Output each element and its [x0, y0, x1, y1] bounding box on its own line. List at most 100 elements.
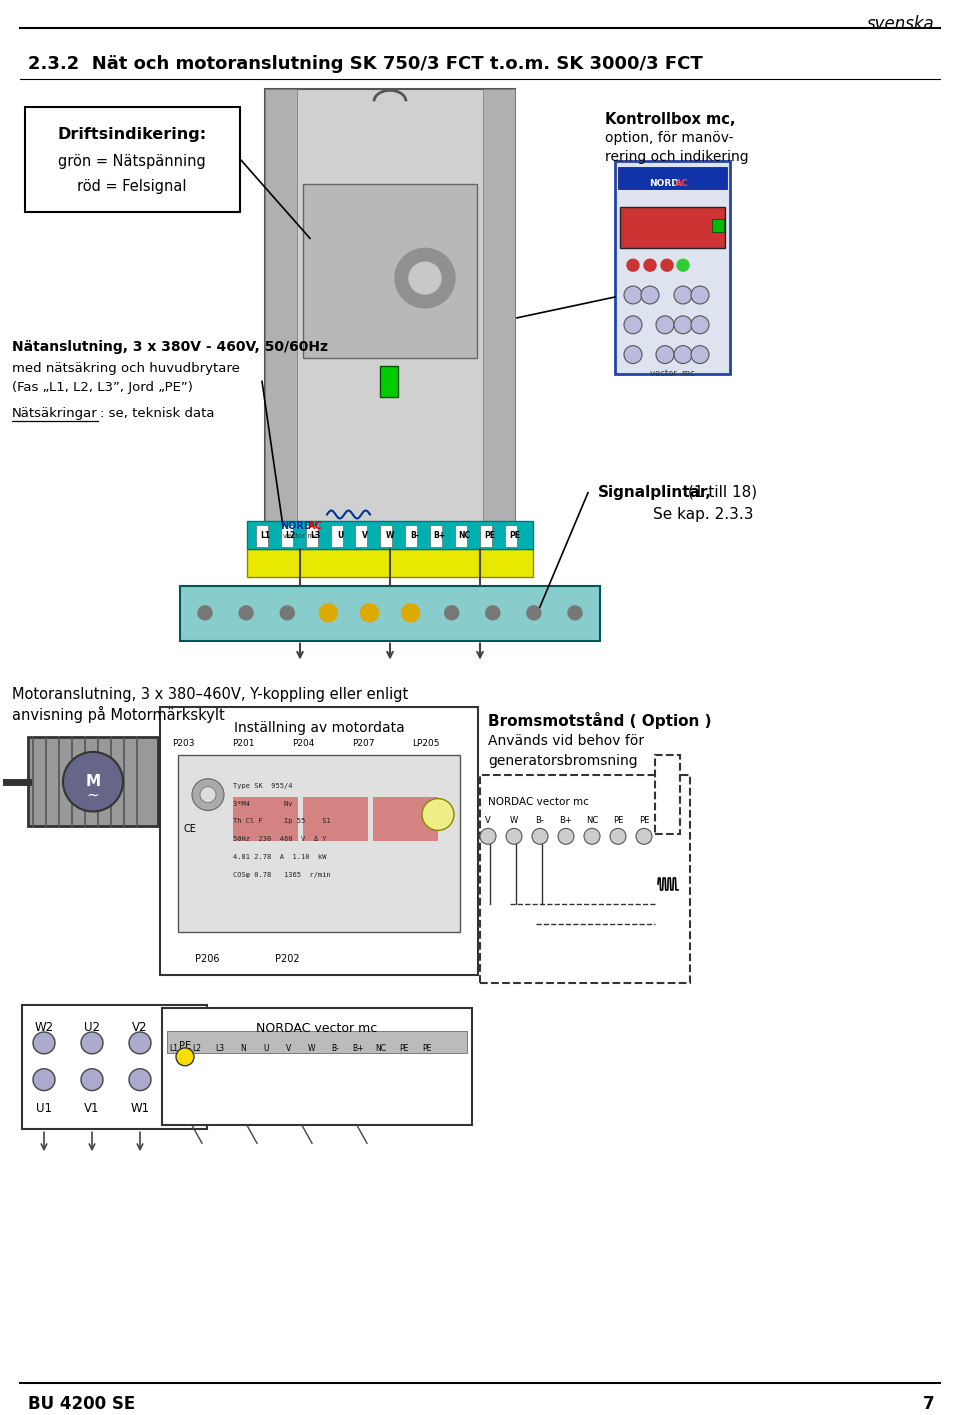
Bar — [180, 586, 600, 641]
Text: B-: B- — [411, 531, 420, 541]
Bar — [380, 365, 398, 398]
Text: Används vid behov för: Används vid behov för — [488, 734, 644, 749]
Text: U1: U1 — [36, 1101, 52, 1115]
Circle shape — [627, 259, 639, 272]
Text: Type SK  955/4: Type SK 955/4 — [233, 782, 293, 788]
Circle shape — [81, 1032, 103, 1054]
Circle shape — [422, 798, 454, 831]
Circle shape — [636, 828, 652, 845]
Text: P203: P203 — [172, 739, 195, 749]
Text: PE: PE — [422, 1044, 432, 1053]
Text: V1: V1 — [84, 1101, 100, 1115]
Bar — [655, 754, 680, 835]
Text: LP205: LP205 — [412, 739, 440, 749]
Text: rering och indikering: rering och indikering — [605, 150, 749, 164]
Text: generatorsbromsning: generatorsbromsning — [488, 754, 637, 768]
Text: Kontrollbox mc,: Kontrollbox mc, — [605, 112, 735, 127]
Circle shape — [63, 751, 123, 811]
Text: röd = Felsignal: röd = Felsignal — [77, 178, 187, 194]
Circle shape — [444, 606, 459, 620]
Text: NC: NC — [375, 1044, 387, 1053]
Circle shape — [661, 259, 673, 272]
Text: V: V — [362, 531, 368, 541]
Text: B+: B+ — [434, 531, 445, 541]
Circle shape — [486, 606, 500, 620]
Circle shape — [558, 828, 574, 845]
Text: : se, teknisk data: : se, teknisk data — [100, 408, 214, 420]
Circle shape — [641, 286, 659, 304]
Text: P207: P207 — [352, 739, 374, 749]
Bar — [303, 797, 368, 842]
Circle shape — [691, 286, 709, 304]
Bar — [483, 89, 515, 532]
Bar — [256, 525, 268, 548]
Circle shape — [176, 1049, 194, 1065]
Bar — [505, 525, 516, 548]
Text: L2: L2 — [193, 1044, 202, 1053]
Text: AC: AC — [675, 178, 689, 188]
Text: (1 till 18): (1 till 18) — [688, 485, 757, 499]
Text: Nätanslutning, 3 x 380V - 460V, 50/60Hz: Nätanslutning, 3 x 380V - 460V, 50/60Hz — [12, 340, 328, 354]
Bar — [160, 708, 478, 975]
Circle shape — [610, 828, 626, 845]
Text: L3: L3 — [310, 531, 321, 541]
Text: PE: PE — [484, 531, 495, 541]
Text: anvisning på Motormärkskylt: anvisning på Motormärkskylt — [12, 706, 225, 723]
Circle shape — [192, 778, 224, 811]
Circle shape — [624, 345, 642, 364]
Circle shape — [401, 604, 420, 621]
Text: NC: NC — [459, 531, 470, 541]
Circle shape — [200, 787, 216, 802]
Bar — [167, 1032, 467, 1053]
Text: U: U — [263, 1044, 269, 1053]
Text: P204: P204 — [292, 739, 314, 749]
Text: B-: B- — [536, 816, 544, 825]
Bar — [430, 525, 442, 548]
Bar — [265, 89, 515, 532]
Text: NORD: NORD — [280, 522, 312, 532]
Text: P206: P206 — [195, 954, 220, 964]
Text: NC: NC — [586, 816, 598, 825]
Circle shape — [691, 316, 709, 334]
Circle shape — [691, 345, 709, 364]
Bar — [615, 161, 730, 375]
Circle shape — [677, 259, 689, 272]
Text: (Fas „L1, L2, L3”, Jord „PE”): (Fas „L1, L2, L3”, Jord „PE”) — [12, 382, 193, 395]
Text: BU 4200 SE: BU 4200 SE — [28, 1395, 135, 1412]
Bar — [22, 1005, 207, 1129]
Circle shape — [624, 316, 642, 334]
Circle shape — [129, 1032, 151, 1054]
Bar — [480, 525, 492, 548]
Text: B+: B+ — [560, 816, 572, 825]
Text: Bromsmotstånd ( Option ): Bromsmotstånd ( Option ) — [488, 712, 711, 729]
Text: P202: P202 — [275, 954, 300, 964]
Bar — [712, 218, 724, 232]
Bar — [25, 108, 240, 212]
Text: Th Cl F     Ip 55    S1: Th Cl F Ip 55 S1 — [233, 818, 331, 825]
Text: ~: ~ — [86, 787, 100, 802]
Text: W1: W1 — [131, 1101, 150, 1115]
Circle shape — [624, 286, 642, 304]
Text: PE: PE — [638, 816, 649, 825]
Text: V: V — [286, 1044, 292, 1053]
Text: B+: B+ — [352, 1044, 364, 1053]
Text: CE: CE — [183, 825, 196, 835]
Bar — [480, 775, 690, 983]
Circle shape — [33, 1032, 55, 1054]
Text: 3*M4        Nv: 3*M4 Nv — [233, 801, 293, 807]
Text: vector mc: vector mc — [283, 533, 318, 539]
Text: V: V — [485, 816, 491, 825]
Text: Motoranslutning, 3 x 380–460V, Y-koppling eller enligt: Motoranslutning, 3 x 380–460V, Y-kopplin… — [12, 688, 408, 702]
Text: N: N — [240, 1044, 246, 1053]
Circle shape — [506, 828, 522, 845]
Circle shape — [360, 604, 378, 621]
Text: Se kap. 2.3.3: Se kap. 2.3.3 — [653, 507, 754, 522]
Text: W2: W2 — [35, 1022, 54, 1034]
Text: Inställning av motordata: Inställning av motordata — [233, 722, 404, 736]
Bar — [265, 89, 297, 532]
Text: svenska: svenska — [867, 16, 935, 33]
Bar — [305, 525, 318, 548]
Circle shape — [644, 259, 656, 272]
Circle shape — [81, 1068, 103, 1091]
Circle shape — [33, 1068, 55, 1091]
